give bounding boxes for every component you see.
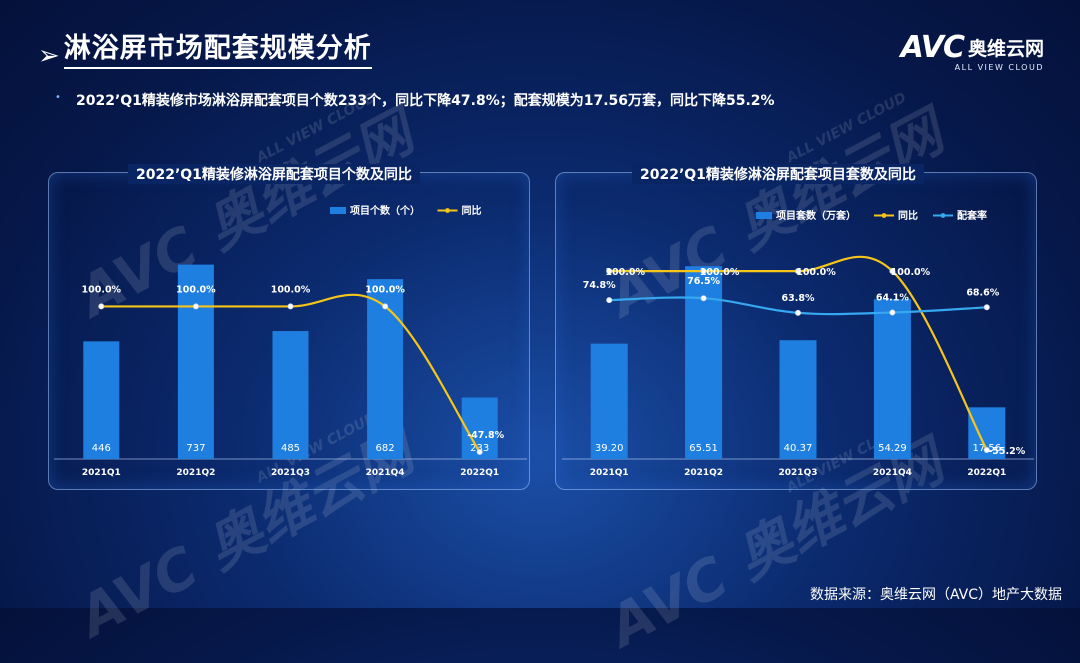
line-value-label: 100.0% (82, 284, 122, 295)
legend-line-marker (881, 213, 887, 218)
bar-value-label: 65.51 (689, 443, 718, 454)
page-header: ➢ 淋浴屏市场配套规模分析 (38, 26, 372, 69)
logo-avc-text: AVC (900, 30, 965, 65)
line-value-label: 63.8% (782, 293, 815, 304)
legend-line-marker (940, 213, 946, 218)
line-value-label: -55.2% (988, 446, 1025, 457)
line-value-label: 100.0% (176, 284, 216, 295)
line-point (382, 303, 389, 310)
page-title: 淋浴屏市场配套规模分析 (63, 26, 372, 69)
chart-title-left: 2022’Q1精装修淋浴屏配套项目个数及同比 (128, 164, 420, 184)
logo: AVC 奥维云网 ALL VIEW CLOUD (901, 30, 1044, 72)
line-value-label: 76.5% (687, 276, 720, 287)
line-value-label: 74.8% (583, 280, 616, 291)
line-value-label: 100.0% (700, 267, 740, 278)
x-tick-label: 2021Q1 (590, 468, 629, 478)
line-point (795, 268, 802, 275)
line-point (700, 268, 707, 275)
line-point (192, 303, 199, 310)
line-value-label: 64.1% (876, 292, 909, 303)
legend-label: 同比 (898, 209, 918, 222)
line-point (98, 303, 105, 310)
legend-bar-swatch (330, 207, 346, 214)
line-point (606, 268, 613, 275)
chart-right: 39.2065.5140.3754.2917.562021Q12021Q2202… (562, 209, 1034, 478)
line-point (889, 268, 896, 275)
bar (177, 264, 214, 459)
arrow-icon: ➢ (38, 41, 60, 71)
bar-value-label: 40.37 (784, 443, 813, 454)
x-tick-label: 2022Q1 (460, 468, 499, 478)
x-tick-label: 2021Q4 (873, 468, 912, 478)
x-tick-label: 2021Q3 (271, 468, 310, 478)
chart-title-right: 2022’Q1精装修淋浴屏配套项目套数及同比 (632, 164, 924, 184)
line-value-label: -47.8% (467, 430, 504, 441)
summary-text: 2022’Q1精装修市场淋浴屏配套项目个数233个，同比下降47.8%；配套规模… (76, 93, 775, 109)
line-point (983, 304, 990, 311)
bar-value-label: 233 (470, 443, 489, 454)
logo-subtitle: ALL VIEW CLOUD (954, 63, 1044, 72)
bar (873, 299, 911, 459)
bar-value-label: 682 (376, 443, 395, 454)
bar-value-label: 446 (92, 443, 111, 454)
x-tick-label: 2021Q3 (779, 468, 818, 478)
line-point (287, 303, 294, 310)
bar-value-label: 39.20 (595, 443, 624, 454)
x-tick-label: 2021Q2 (684, 468, 723, 478)
source-text: 数据来源：奥维云网（AVC）地产大数据 (809, 587, 1062, 603)
line-value-label: 100.0% (891, 267, 931, 278)
legend-line-marker (445, 208, 450, 213)
x-tick-label: 2022Q1 (967, 468, 1006, 478)
line-point (476, 448, 483, 455)
bar (83, 341, 120, 459)
bar (779, 340, 817, 459)
line-point (700, 295, 707, 302)
bullet-icon: • (55, 92, 61, 103)
series-line (609, 255, 988, 451)
line-point (983, 447, 990, 454)
bar-value-label: 54.29 (878, 443, 907, 454)
line-point (795, 309, 802, 316)
legend-label: 配套率 (957, 209, 987, 222)
line-point (889, 309, 896, 316)
bar-value-label: 737 (186, 443, 205, 454)
x-tick-label: 2021Q4 (366, 468, 405, 478)
bar (272, 331, 309, 459)
bar-value-label: 485 (281, 443, 300, 454)
legend-label: 项目个数（个） (350, 204, 420, 217)
legend-label: 项目套数（万套） (776, 209, 856, 222)
line-value-label: 100.0% (365, 284, 405, 295)
bar (590, 343, 628, 459)
line-value-label: 100.0% (605, 267, 645, 278)
line-value-label: 68.6% (966, 287, 999, 298)
logo-cn-text: 奥维云网 (967, 38, 1044, 60)
bar (685, 266, 723, 459)
line-point (606, 297, 613, 304)
series-line (101, 293, 481, 453)
chart-left: 446 737 485 682 233 2021Q1 2021Q2 2021Q3 2021Q4 2… (54, 204, 527, 478)
legend-bar-swatch (756, 212, 772, 219)
legend-label: 同比 (462, 204, 482, 217)
x-tick-label: 2021Q2 (176, 468, 215, 478)
bar (461, 397, 498, 459)
line-value-label: 100.0% (271, 284, 311, 295)
line-value-label: 100.0% (796, 267, 836, 278)
x-tick-label: 2021Q1 (82, 468, 121, 478)
